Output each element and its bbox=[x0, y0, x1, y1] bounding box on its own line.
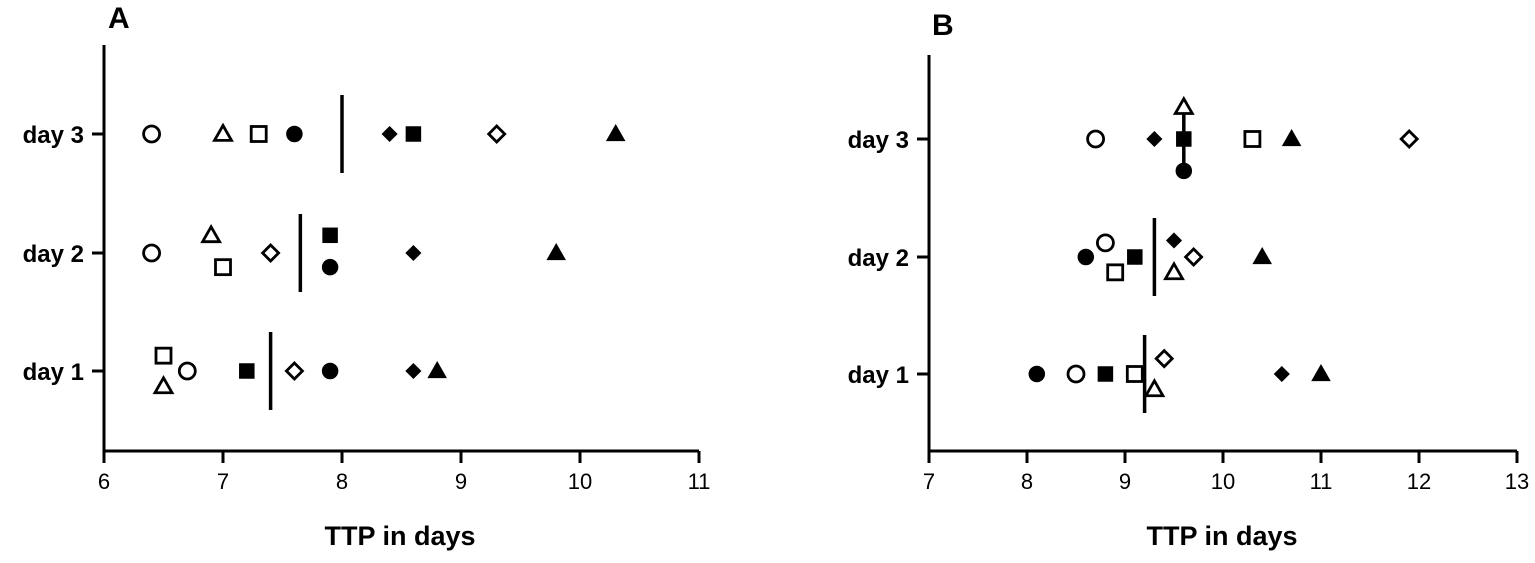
panel-a-x-tick-label: 6 bbox=[98, 469, 110, 494]
panel-b: B 7 8 9 10 11 12 13 day 1 day 2 day 3 TTP in day… bbox=[848, 9, 1530, 551]
panel-b-point-circle-filled bbox=[1077, 248, 1095, 266]
panel-a-point-triangle-filled bbox=[427, 360, 447, 379]
panel-a-category-label: day 3 bbox=[23, 122, 84, 149]
panel-a-category-label: day 2 bbox=[23, 241, 84, 268]
panel-b-x-ticks: 7 8 9 10 11 12 13 bbox=[923, 451, 1529, 494]
panel-a-point-diamond-open bbox=[284, 361, 305, 381]
panel-a-point-triangle-open bbox=[152, 375, 175, 395]
panel-b-point-triangle-open bbox=[1172, 95, 1195, 115]
panel-a-x-tick-label: 7 bbox=[217, 469, 229, 494]
panel-a-medians bbox=[268, 95, 344, 410]
panel-b-x-tick-label: 7 bbox=[923, 469, 935, 494]
panel-b-x-tick-label: 9 bbox=[1119, 469, 1131, 494]
panel-a-x-axis-title: TTP in days bbox=[324, 521, 475, 551]
panel-b-point-triangle-filled bbox=[1281, 128, 1302, 147]
panel-b-point-circle-open bbox=[1066, 364, 1086, 384]
panel-b-point-square-filled bbox=[1127, 249, 1143, 265]
panel-b-label: B bbox=[932, 9, 954, 42]
panel-a-point-triangle-open bbox=[212, 122, 234, 142]
panel-a-point-triangle-filled bbox=[546, 242, 566, 261]
panel-b-point-circle-filled bbox=[1175, 162, 1193, 180]
panel-b-category-label: day 1 bbox=[848, 362, 909, 389]
panel-a-x-tick-label: 10 bbox=[568, 469, 592, 494]
panel-a-point-diamond-filled bbox=[405, 244, 422, 262]
panel-a-point-circle-filled bbox=[321, 258, 339, 276]
panel-a-point-square-open bbox=[214, 258, 232, 277]
panel-b-category-label: day 2 bbox=[848, 245, 909, 272]
panel-a-point-square-filled bbox=[239, 363, 255, 379]
panel-b-point-square-filled bbox=[1176, 131, 1192, 147]
panel-b-point-square-filled bbox=[1097, 366, 1114, 382]
panel-a-point-square-open bbox=[249, 125, 268, 143]
panel-b-point-circle-filled bbox=[1028, 365, 1046, 383]
panel-b-point-diamond-open bbox=[1399, 129, 1420, 149]
panel-b-x-tick-label: 13 bbox=[1505, 469, 1529, 494]
panel-a-point-triangle-open bbox=[200, 223, 223, 244]
panel-a-point-diamond-open bbox=[260, 243, 281, 263]
panel-b-x-tick-label: 12 bbox=[1407, 469, 1431, 494]
panel-a-point-diamond-filled bbox=[381, 125, 398, 143]
panel-b-point-diamond-filled bbox=[1273, 365, 1290, 383]
panel-a-x-tick-label: 8 bbox=[336, 469, 348, 494]
panel-a-label: A bbox=[108, 2, 130, 35]
panel-b-axes bbox=[927, 55, 1517, 453]
panel-a-x-tick-label: 9 bbox=[455, 469, 467, 494]
panel-b-point-triangle-open bbox=[1143, 378, 1166, 398]
panel-a-point-circle-filled bbox=[321, 362, 339, 380]
panel-a-point-square-open bbox=[154, 346, 173, 365]
panel-b-point-diamond-open bbox=[1183, 247, 1204, 267]
panel-a-point-square-filled bbox=[405, 126, 422, 142]
panel-a-point-circle-open bbox=[142, 243, 162, 263]
panel-a-x-ticks: 6 7 8 9 10 11 bbox=[98, 451, 711, 494]
panel-a-point-triangle-filled bbox=[605, 123, 626, 142]
panel-b-point-triangle-filled bbox=[1252, 246, 1272, 265]
panel-b-point-triangle-open bbox=[1163, 261, 1185, 281]
panel-b-x-axis-title: TTP in days bbox=[1146, 521, 1297, 551]
panel-b-point-circle-open bbox=[1086, 129, 1105, 149]
panel-a-points bbox=[142, 122, 626, 395]
panel-a-x-tick-label: 11 bbox=[688, 469, 711, 494]
panel-a-point-square-filled bbox=[322, 227, 338, 244]
panel-a: A 6 7 8 9 10 11 day 1 day 2 day 3 TTP in days bbox=[23, 2, 711, 551]
panel-a-categories: day 1 day 2 day 3 bbox=[23, 122, 104, 386]
panel-b-points bbox=[1028, 95, 1420, 398]
panel-b-category-label: day 3 bbox=[848, 127, 909, 154]
panel-a-axes bbox=[102, 45, 699, 453]
panel-b-point-triangle-filled bbox=[1311, 363, 1331, 382]
panel-a-point-circle-open bbox=[142, 124, 162, 144]
panel-a-category-label: day 1 bbox=[23, 359, 84, 386]
panel-b-x-tick-label: 10 bbox=[1211, 469, 1235, 494]
panel-b-point-diamond-open bbox=[1154, 348, 1175, 369]
panel-b-categories: day 1 day 2 day 3 bbox=[848, 127, 929, 389]
panel-b-point-square-open bbox=[1106, 263, 1125, 282]
panel-a-point-circle-open bbox=[177, 361, 197, 381]
panel-b-point-square-open bbox=[1125, 365, 1144, 383]
panel-b-x-tick-label: 8 bbox=[1021, 469, 1033, 494]
panel-a-point-circle-filled bbox=[286, 125, 303, 143]
panel-b-point-diamond-filled bbox=[1165, 232, 1183, 249]
panel-b-point-circle-open bbox=[1096, 233, 1115, 253]
panel-b-point-square-open bbox=[1243, 130, 1262, 148]
panel-a-point-diamond-filled bbox=[405, 362, 422, 380]
panel-b-x-tick-label: 11 bbox=[1310, 469, 1333, 494]
panel-a-point-diamond-open bbox=[486, 124, 507, 144]
panel-b-point-diamond-filled bbox=[1146, 130, 1163, 148]
